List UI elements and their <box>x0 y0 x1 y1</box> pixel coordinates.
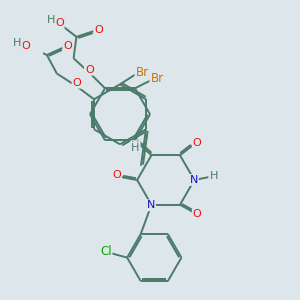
Text: O: O <box>193 138 202 148</box>
Text: O: O <box>63 41 72 51</box>
Text: Br: Br <box>135 66 148 80</box>
Text: O: O <box>22 40 30 51</box>
Text: O: O <box>112 170 121 180</box>
Text: Cl: Cl <box>100 244 112 257</box>
Text: H: H <box>130 143 139 153</box>
Text: N: N <box>147 200 155 210</box>
Text: O: O <box>73 78 81 88</box>
Text: H: H <box>13 38 22 48</box>
Text: Br: Br <box>150 72 164 86</box>
Text: O: O <box>85 65 94 75</box>
Text: N: N <box>190 175 198 185</box>
Text: H: H <box>209 171 218 181</box>
Text: H: H <box>131 141 140 151</box>
Text: O: O <box>55 18 64 28</box>
Text: O: O <box>94 25 103 35</box>
Text: O: O <box>193 209 202 219</box>
Text: H: H <box>46 15 55 25</box>
